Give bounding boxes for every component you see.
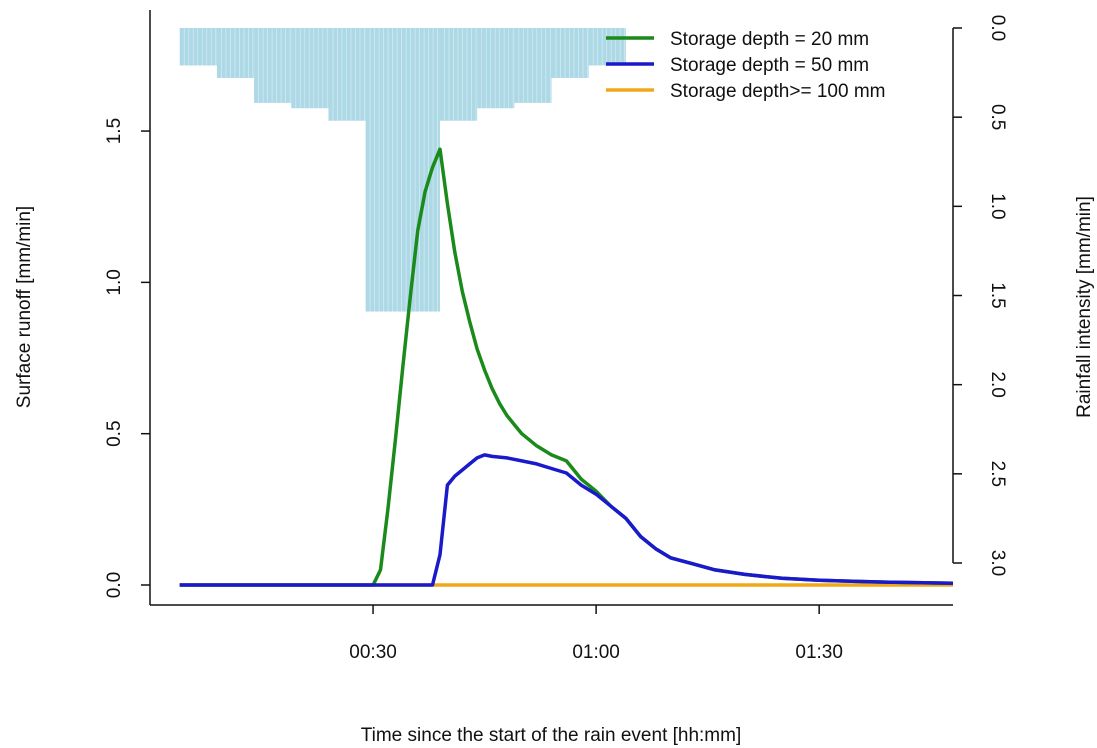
y-tick-label-3: 1.5 bbox=[104, 118, 125, 144]
x-tick-label-1: 01:00 bbox=[572, 642, 620, 663]
x-axis-title: Time since the start of the rain event [… bbox=[361, 725, 742, 746]
legend-label-0: Storage depth = 20 mm bbox=[670, 29, 869, 50]
y2-tick-label-1: 0.5 bbox=[987, 104, 1008, 130]
rainfall-bar-10 bbox=[588, 28, 626, 66]
rainfall-bar-8 bbox=[514, 28, 552, 103]
y2-tick-label-0: 0.0 bbox=[987, 15, 1008, 41]
y2-tick-label-4: 2.0 bbox=[987, 371, 1008, 397]
y2-tick-label-2: 1.0 bbox=[987, 193, 1008, 219]
runoff-series bbox=[179, 147, 954, 587]
x-tick-label-0: 00:30 bbox=[349, 642, 397, 663]
y2-tick-label-5: 2.5 bbox=[987, 461, 1008, 487]
y-tick-label-0: 0.0 bbox=[104, 572, 125, 598]
rainfall-bar-7 bbox=[477, 28, 515, 109]
rainfall-bar-6 bbox=[439, 28, 478, 121]
legend-label-1: Storage depth = 50 mm bbox=[670, 55, 869, 76]
y2-tick-label-3: 1.5 bbox=[987, 282, 1008, 308]
rainfall-bar-0 bbox=[179, 28, 217, 66]
legend: Storage depth = 20 mm Storage depth = 50 … bbox=[606, 29, 885, 102]
y-tick-label-1: 0.5 bbox=[104, 420, 125, 446]
rainfall-bar-5 bbox=[365, 28, 440, 312]
y-axis-title: Surface runoff [mm/min] bbox=[14, 206, 35, 408]
rainfall-bar-4 bbox=[328, 28, 366, 121]
rainfall-bar-9 bbox=[551, 28, 589, 78]
legend-label-2: Storage depth>= 100 mm bbox=[670, 81, 885, 102]
series-line-0 bbox=[179, 147, 954, 587]
y2-axis-title: Rainfall intensity [mm/min] bbox=[1074, 196, 1095, 418]
ticks: 00:30 01:00 01:30 0.0 0.5 1.0 1.5 0.0 0.5 1.0 1.5 2… bbox=[104, 15, 1008, 663]
y-tick-label-2: 1.0 bbox=[104, 269, 125, 295]
rainfall-bar-3 bbox=[291, 28, 329, 109]
y2-tick-label-6: 3.0 bbox=[987, 550, 1008, 576]
series-line-1 bbox=[179, 453, 954, 587]
x-tick-label-2: 01:30 bbox=[795, 642, 843, 663]
rainfall-bar-1 bbox=[216, 28, 255, 78]
rainfall-bar-2 bbox=[254, 28, 292, 103]
rainfall-bars bbox=[179, 28, 626, 312]
